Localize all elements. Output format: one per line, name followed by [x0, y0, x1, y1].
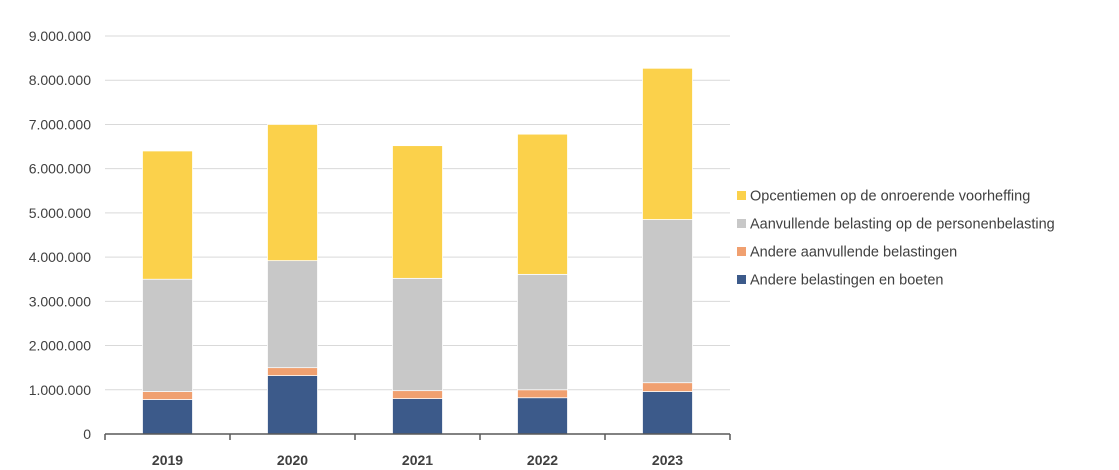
bar-segment-2022-4 — [517, 133, 568, 275]
y-tick-label: 5.000.000 — [29, 205, 91, 221]
legend-label: Andere belastingen en boeten — [750, 273, 944, 289]
axes — [104, 433, 731, 440]
x-axis-tick-labels: 2019 2020 2021 2022 2023 — [152, 452, 683, 468]
bar-segment-2023-3 — [642, 219, 693, 384]
y-tick-label: 7.000.000 — [29, 116, 91, 132]
bar-segment-2023-1 — [642, 391, 693, 435]
y-tick-label: 3.000.000 — [29, 293, 91, 309]
legend-label: Andere aanvullende belastingen — [750, 245, 957, 261]
bar-segment-2021-4 — [392, 145, 443, 279]
bar-segment-2020-3 — [267, 260, 318, 369]
legend-item: Aanvullende belasting op de personenbela… — [737, 217, 1055, 233]
y-tick-label: 2.000.000 — [29, 338, 91, 354]
y-axis-tick-labels: 0 1.000.000 2.000.000 3.000.000 4.000.000 5.0… — [29, 28, 92, 442]
bar-segment-2019-2 — [142, 391, 193, 400]
bars — [142, 67, 693, 435]
y-tick-label: 4.000.000 — [29, 249, 91, 265]
bar-segment-2023-2 — [642, 382, 693, 392]
bar-segment-2021-2 — [392, 390, 443, 399]
y-tick-label: 9.000.000 — [29, 28, 91, 44]
x-tick-label: 2023 — [652, 452, 683, 468]
legend-label: Opcentiemen op de onroerende voorheffing — [750, 189, 1030, 205]
y-tick-label: 6.000.000 — [29, 161, 91, 177]
legend-label: Aanvullende belasting op de personenbela… — [750, 217, 1055, 233]
y-tick-label: 8.000.000 — [29, 72, 91, 88]
bar-segment-2020-2 — [267, 367, 318, 377]
legend-swatch — [737, 247, 746, 256]
legend-swatch — [737, 191, 746, 200]
legend-swatch — [737, 275, 746, 284]
x-tick-label: 2020 — [277, 452, 308, 468]
bar-segment-2022-1 — [517, 397, 568, 435]
bar-segment-2021-3 — [392, 277, 443, 392]
bar-segment-2022-3 — [517, 273, 568, 391]
bar-segment-2020-1 — [267, 375, 318, 435]
legend-item: Andere belastingen en boeten — [737, 273, 944, 289]
bar-segment-2021-1 — [392, 398, 443, 435]
bar-segment-2019-1 — [142, 399, 193, 435]
bar-segment-2019-4 — [142, 150, 193, 280]
bar-segment-2023-4 — [642, 67, 693, 220]
x-tick-label: 2019 — [152, 452, 183, 468]
bar-segment-2022-2 — [517, 389, 568, 399]
x-tick-label: 2021 — [402, 452, 433, 468]
bar-segment-2019-3 — [142, 278, 193, 392]
bar-segment-2020-4 — [267, 124, 318, 262]
legend-item: Opcentiemen op de onroerende voorheffing — [737, 189, 1030, 205]
x-tick-label: 2022 — [527, 452, 558, 468]
legend: Opcentiemen op de onroerende voorheffing… — [737, 189, 1055, 289]
legend-item: Andere aanvullende belastingen — [737, 245, 957, 261]
y-tick-label: 0 — [83, 426, 91, 442]
y-tick-label: 1.000.000 — [29, 382, 91, 398]
legend-swatch — [737, 219, 746, 228]
